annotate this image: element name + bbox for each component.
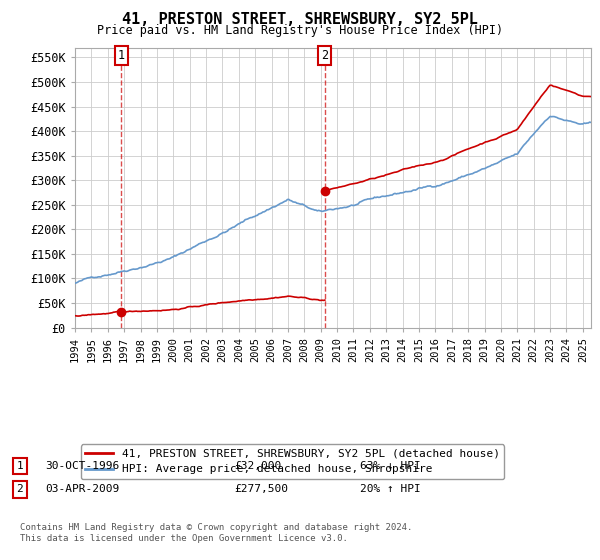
Text: 63% ↓ HPI: 63% ↓ HPI	[360, 461, 421, 471]
Text: £32,000: £32,000	[234, 461, 281, 471]
Text: 1: 1	[118, 49, 125, 63]
Text: 20% ↑ HPI: 20% ↑ HPI	[360, 484, 421, 494]
Text: 2: 2	[16, 484, 23, 494]
Text: 41, PRESTON STREET, SHREWSBURY, SY2 5PL: 41, PRESTON STREET, SHREWSBURY, SY2 5PL	[122, 12, 478, 27]
Text: Contains HM Land Registry data © Crown copyright and database right 2024.
This d: Contains HM Land Registry data © Crown c…	[20, 524, 412, 543]
Text: £277,500: £277,500	[234, 484, 288, 494]
Text: 2: 2	[321, 49, 328, 63]
Text: Price paid vs. HM Land Registry's House Price Index (HPI): Price paid vs. HM Land Registry's House …	[97, 24, 503, 36]
Legend: 41, PRESTON STREET, SHREWSBURY, SY2 5PL (detached house), HPI: Average price, de: 41, PRESTON STREET, SHREWSBURY, SY2 5PL …	[80, 445, 504, 479]
Text: 30-OCT-1996: 30-OCT-1996	[45, 461, 119, 471]
Text: 1: 1	[16, 461, 23, 471]
Text: 03-APR-2009: 03-APR-2009	[45, 484, 119, 494]
